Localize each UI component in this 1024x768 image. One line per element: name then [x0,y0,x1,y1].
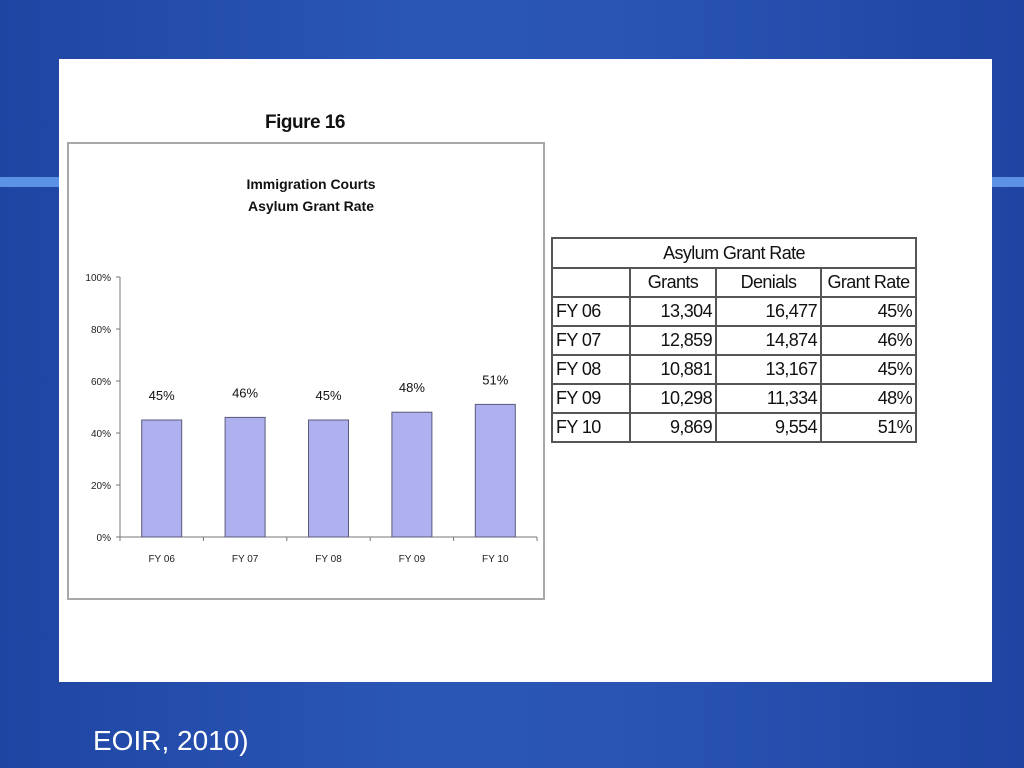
x-tick-label: FY 10 [482,554,509,565]
cell-denials: 16,477 [715,296,822,327]
bar-chart: Immigration Courts Asylum Grant Rate 0% 20%… [85,176,538,565]
x-tick-label: FY 07 [232,554,259,565]
cell-grants: 10,298 [629,383,717,414]
figure-title: Figure 16 [265,112,345,133]
data-label: 45% [149,388,175,403]
data-label: 51% [482,372,508,387]
y-tick-label: 0% [97,533,112,544]
cell-grant-rate: 45% [820,296,917,327]
column-header-denials: Denials [715,267,822,298]
cell-year: FY 10 [551,412,631,443]
y-tick-label: 60% [91,377,111,388]
column-header-grant-rate: Grant Rate [820,267,917,298]
cell-year: FY 08 [551,354,631,385]
grant-rate-table: Asylum Grant Rate Grants Denials Grant R… [551,237,917,443]
cell-grants: 10,881 [629,354,717,385]
cell-grants: 12,859 [629,325,717,356]
y-tick-label: 20% [91,481,111,492]
bar [474,403,516,538]
source-note: EOIR, 2010) [93,725,249,756]
cell-grant-rate: 51% [820,412,917,443]
column-header-grants: Grants [629,267,717,298]
table-caption-row: Asylum Grant Rate [551,237,917,269]
cell-grant-rate: 45% [820,354,917,385]
data-label: 45% [315,388,341,403]
cell-year: FY 09 [551,383,631,414]
cell-grant-rate: 46% [820,325,917,356]
cell-denials: 9,554 [715,412,822,443]
accent-line-left [0,177,60,187]
cell-denials: 14,874 [715,325,822,356]
table-row: FY 07 12,859 14,874 46% [551,325,917,356]
y-tick-label: 100% [85,273,111,284]
chart-frame: Immigration Courts Asylum Grant Rate 0% 20%… [67,142,545,600]
cell-year: FY 07 [551,325,631,356]
cell-grants: 9,869 [629,412,717,443]
x-tick-label: FY 09 [399,554,426,565]
data-label: 48% [399,380,425,395]
table-row: FY 08 10,881 13,167 45% [551,354,917,385]
data-label: 46% [232,385,258,400]
bar [141,419,183,538]
table-row: FY 10 9,869 9,554 51% [551,412,917,443]
cell-denials: 11,334 [715,383,822,414]
chart-title-line: Asylum Grant Rate [248,198,374,214]
table-caption: Asylum Grant Rate [551,237,917,269]
cell-grant-rate: 48% [820,383,917,414]
cell-year: FY 06 [551,296,631,327]
table-header-row: Grants Denials Grant Rate [551,267,917,298]
bar [308,419,349,538]
x-tick-label: FY 08 [315,554,342,565]
table-row: FY 06 13,304 16,477 45% [551,296,917,327]
cell-grants: 13,304 [629,296,717,327]
y-tick-label: 80% [91,325,111,336]
column-header-year [551,267,631,298]
cell-denials: 13,167 [715,354,822,385]
x-tick-label: FY 06 [148,554,175,565]
table-row: FY 09 10,298 11,334 48% [551,383,917,414]
bar [391,411,433,538]
accent-line-right [992,177,1024,187]
y-tick-label: 40% [91,429,111,440]
chart-title-line: Immigration Courts [246,176,375,192]
bar [224,416,266,538]
